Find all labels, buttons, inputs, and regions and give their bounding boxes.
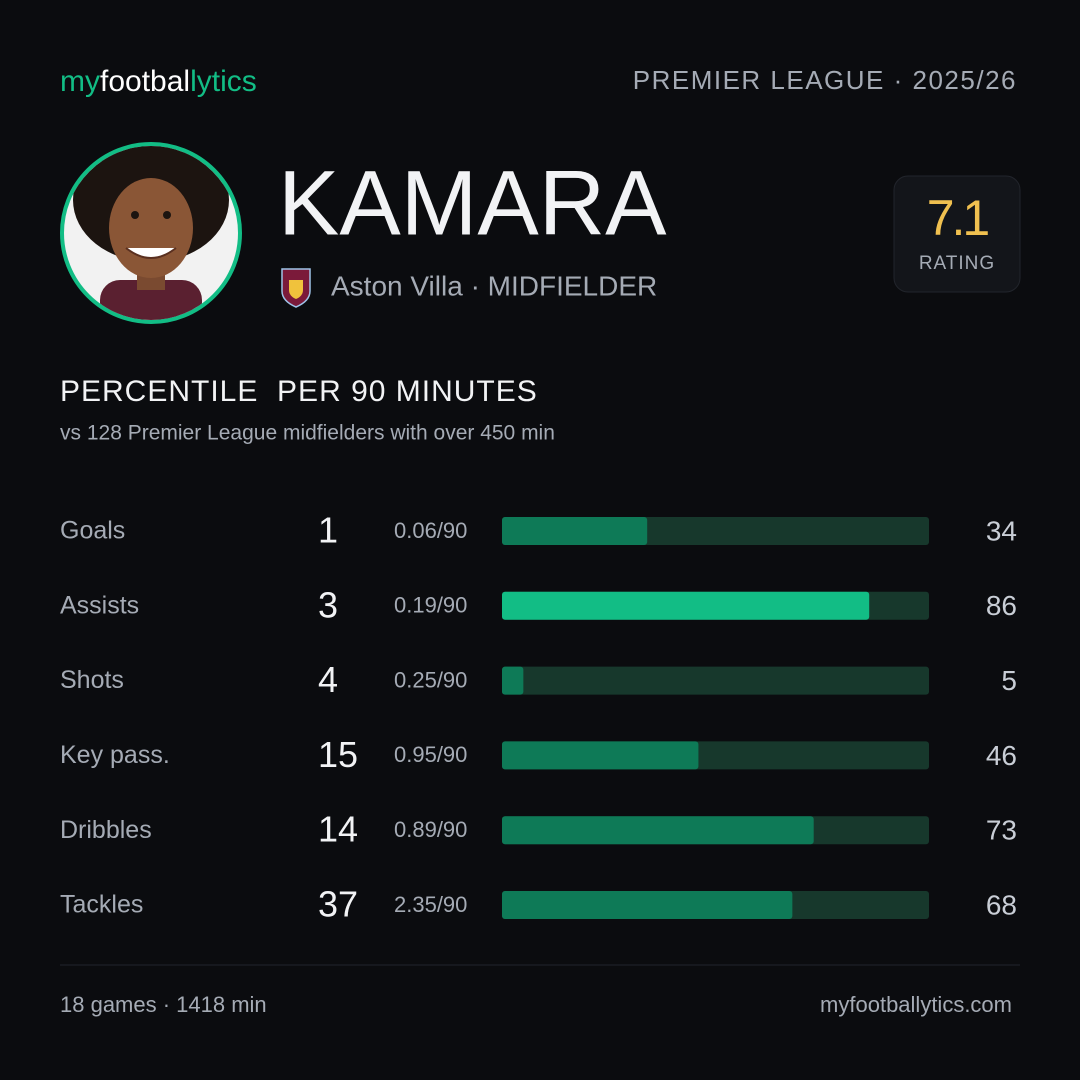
percentile-bar	[502, 517, 648, 545]
section-title: PERCENTILE PER 90 MINUTES	[60, 375, 538, 408]
percentile: 46	[986, 740, 1017, 771]
stat-rows: Goals 1 0.06/90 34 Assists 3 0.19/90 86 Shots 4 0.…	[60, 510, 1017, 925]
per90: 0.19/90	[394, 593, 467, 618]
stat-label: Tackles	[60, 891, 143, 919]
stat-total: 15	[318, 734, 358, 775]
rating-label: RATING	[919, 253, 995, 274]
logo-part: lytics	[190, 65, 257, 98]
percentile: 73	[986, 815, 1017, 846]
footer-site: myfootballytics.com	[820, 992, 1012, 1017]
percentile: 86	[986, 590, 1017, 621]
percentile-bar	[502, 741, 699, 770]
stat-label: Goals	[60, 517, 125, 545]
stat-label: Shots	[60, 666, 124, 694]
percentile: 34	[986, 515, 1017, 546]
section-subtitle: vs 128 Premier League midfielders with o…	[60, 422, 555, 445]
percentile-bar	[502, 891, 793, 919]
per90: 0.95/90	[394, 742, 467, 767]
competition: PREMIER LEAGUE · 2025/26	[633, 65, 1017, 95]
rating: 7.1	[927, 190, 989, 246]
bar-track	[502, 666, 929, 695]
stat-total: 1	[318, 510, 338, 551]
rating-box	[893, 175, 1021, 293]
stat-total: 37	[318, 884, 358, 925]
per90: 0.89/90	[394, 817, 467, 842]
percentile-bar	[502, 816, 814, 845]
per90: 0.06/90	[394, 518, 467, 543]
player-name: KAMARA	[278, 152, 667, 254]
percentile: 5	[1001, 665, 1017, 696]
stat-total: 4	[318, 659, 338, 700]
percentile-bar	[502, 666, 524, 695]
player-details: Aston Villa · MIDFIELDER	[331, 270, 657, 301]
percentile-bar	[502, 591, 870, 620]
player-photo	[60, 142, 242, 324]
percentile: 68	[986, 889, 1017, 920]
per90: 0.25/90	[394, 667, 467, 692]
logo: myfootballytics	[60, 65, 257, 98]
per90: 2.35/90	[394, 892, 467, 917]
stat-label: Assists	[60, 591, 139, 619]
stat-label: Key pass.	[60, 741, 170, 769]
stat-total: 3	[318, 584, 338, 625]
stat-label: Dribbles	[60, 816, 152, 844]
logo-part: footbal	[100, 65, 190, 98]
logo-part: my	[60, 65, 100, 98]
club-crest	[281, 268, 311, 308]
footer-summary: 18 games · 1418 min	[60, 992, 267, 1017]
stat-total: 14	[318, 809, 358, 850]
